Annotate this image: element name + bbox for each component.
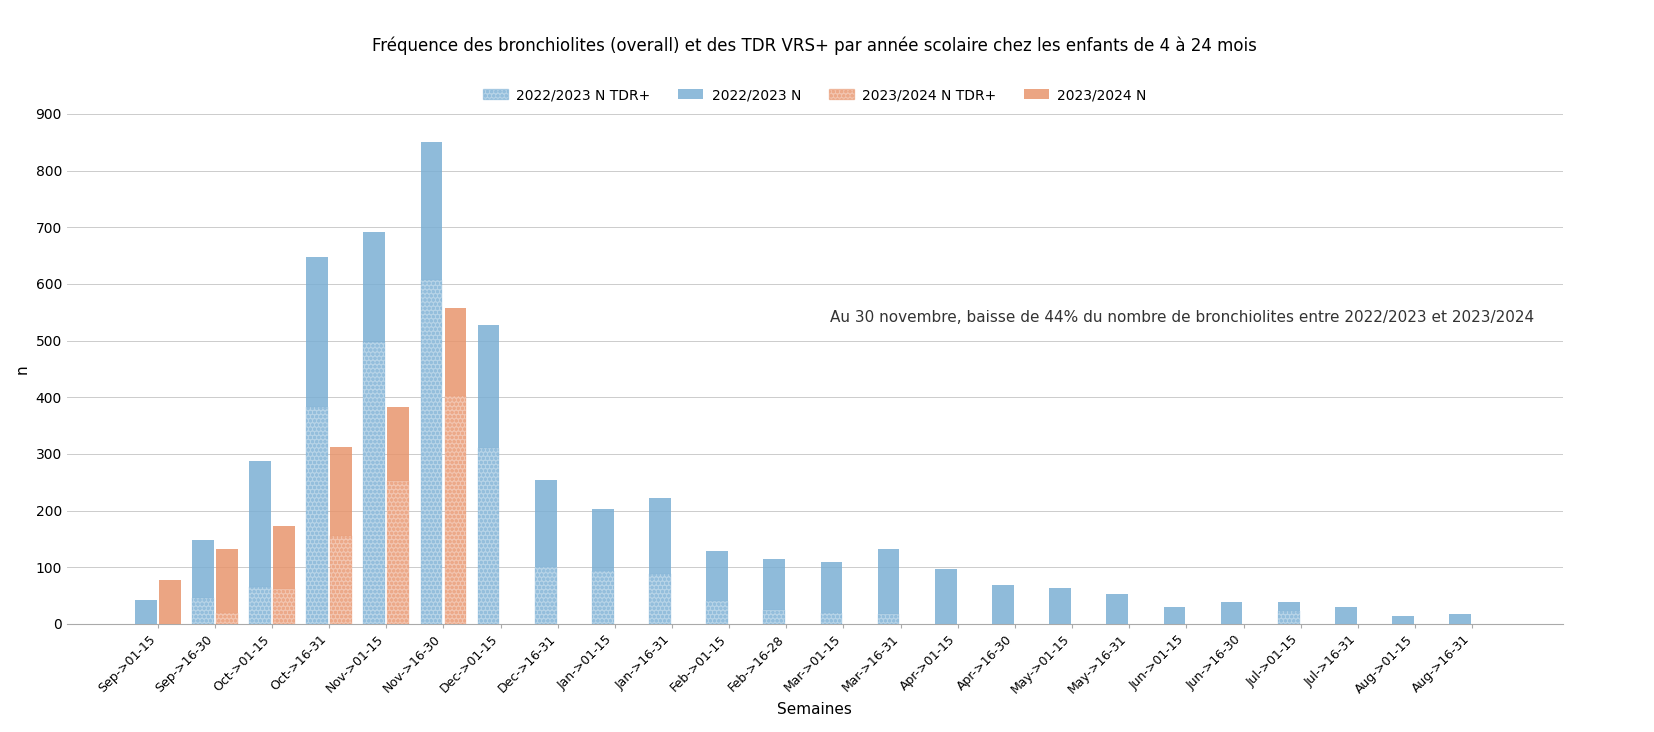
Bar [478,448,500,624]
Bar [306,257,327,624]
Bar [534,480,556,624]
Bar [706,551,728,624]
Bar [648,574,672,624]
Bar [878,548,900,624]
Bar [1449,613,1470,624]
Bar [1163,607,1186,624]
Bar [250,461,271,624]
Bar [764,559,786,624]
Bar [935,569,956,624]
Bar [192,598,213,624]
Bar [217,549,238,624]
Bar [706,601,728,624]
Bar [1335,607,1356,624]
Bar [764,610,786,624]
Bar [445,307,466,624]
Bar [592,509,614,624]
Bar [1393,616,1414,624]
Bar [420,280,442,624]
Bar [273,589,294,624]
Bar [706,601,728,624]
Bar [648,574,672,624]
Bar [592,571,614,624]
Bar [820,561,842,624]
Bar [250,587,271,624]
Bar [364,343,385,624]
Bar [534,567,556,624]
Bar [306,407,327,624]
Bar [192,540,213,624]
Bar [364,232,385,624]
Bar [159,580,180,624]
Bar [420,280,442,624]
Bar [387,480,409,624]
Bar [592,571,614,624]
Bar [648,498,672,624]
Title: Fréquence des bronchiolites (overall) et des TDR VRS+ par année scolaire chez le: Fréquence des bronchiolites (overall) et… [372,37,1257,56]
Legend: 2022/2023 N TDR+, 2022/2023 N, 2023/2024 N TDR+, 2023/2024 N: 2022/2023 N TDR+, 2022/2023 N, 2023/2024… [478,83,1153,108]
Bar [387,480,409,624]
Bar [1221,602,1242,624]
Bar [445,396,466,624]
Bar [306,407,327,624]
Bar [478,325,500,624]
Bar [445,396,466,624]
Bar [764,610,786,624]
Bar [1107,594,1128,624]
Bar [331,536,352,624]
Bar [534,567,556,624]
Bar [992,586,1014,624]
Bar [878,613,900,624]
Bar [878,613,900,624]
Bar [1279,602,1300,624]
Bar [192,598,213,624]
Bar [820,613,842,624]
Bar [273,526,294,624]
Bar [420,142,442,624]
Bar [387,408,409,624]
Bar [134,600,157,624]
Bar [331,536,352,624]
Bar [273,589,294,624]
Bar [1049,589,1070,624]
Bar [1279,611,1300,624]
Bar [217,613,238,624]
Bar [331,447,352,624]
Bar [478,448,500,624]
Y-axis label: n: n [15,364,30,374]
Bar [250,587,271,624]
Bar [217,613,238,624]
Text: Au 30 novembre, baisse de 44% du nombre de bronchiolites entre 2022/2023 et 2023: Au 30 novembre, baisse de 44% du nombre … [830,310,1533,326]
X-axis label: Semaines: Semaines [777,702,852,717]
Bar [1279,611,1300,624]
Bar [364,343,385,624]
Bar [820,613,842,624]
